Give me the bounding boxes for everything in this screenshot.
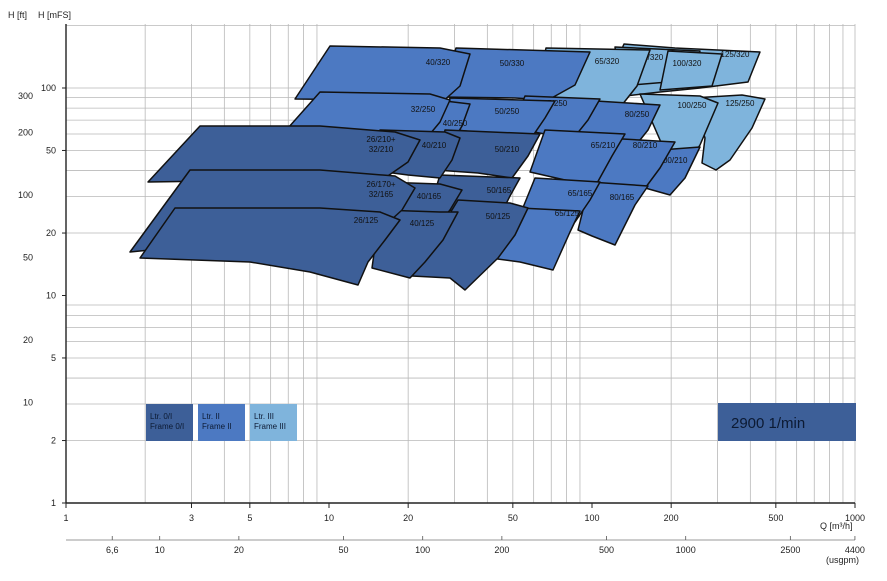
region-shape [577,181,649,246]
region-label: 32/165 [369,190,394,199]
y-tick-label-ft: 300 [18,91,33,101]
region-label: 40/210 [422,141,447,150]
region-100-320: 100/320 [659,50,723,91]
x-tick-label: 1 [63,513,68,523]
x-tick-label: 1000 [845,513,865,523]
speed-label: 2900 1/min [731,415,805,432]
y-tick-label-m: 1 [51,498,56,508]
region-label: 32/250 [411,105,436,114]
x-tick-label: 20 [403,513,413,523]
x-tick-label: 10 [324,513,334,523]
y-tick-label-ft: 200 [18,128,33,138]
region-label: 50/125 [486,212,511,221]
region-40-320: 40/320 [294,45,471,105]
region-label: 65/165 [568,189,593,198]
legend-swatch [198,404,245,441]
x2-tick-label: 1000 [676,545,696,555]
speed-box: 2900 1/min [718,403,856,441]
region-label: 50/250 [495,107,520,116]
axes: H [ft] H [mFS] Q [m³/h] (usgpm) 1 3 5 10 20 50 100… [8,10,865,565]
legend-line1: Ltr. 0/I [150,412,172,421]
legend-line1: Ltr. III [254,412,274,421]
region-label: 65/320 [595,57,620,66]
region-26-125: 26/125 [139,207,401,286]
x2-tick-label: 4400 [845,545,865,555]
x2-axis-title: (usgpm) [826,555,859,565]
region-shape [659,50,723,91]
region-80-165: 80/165 [577,181,649,246]
region-label: 80/165 [610,193,635,202]
y-tick-label-m: 20 [46,228,56,238]
x-axis-title: Q [m³/h] [820,521,853,531]
legend-swatch [146,404,193,441]
y-tick-label-ft: 100 [18,190,33,200]
y-tick-label-ft: 50 [23,253,33,263]
region-label: 32/210 [369,145,394,154]
pump-regions: 125/320 80/320 100/320 125/250 100/250 100/21… [129,43,766,291]
y-tick-label-m: 10 [46,291,56,301]
region-label: 80/320 [639,53,664,62]
region-label: 100/210 [659,156,688,165]
x-tick-label: 500 [768,513,783,523]
region-label: 80/250 [625,110,650,119]
x2-tick-label: 500 [599,545,614,555]
region-label: 40/125 [410,219,435,228]
x-tick-label: 200 [664,513,679,523]
speed-badge [718,403,856,441]
x2-tick-label: 20 [234,545,244,555]
y-tick-label-ft: 10 [23,398,33,408]
x-tick-label: 3 [189,513,194,523]
y-axis-title-ft: H [ft] [8,10,27,20]
region-label: 40/250 [443,119,468,128]
x-tick-label: 5 [247,513,252,523]
region-shape [139,207,401,286]
region-label: 26/125 [354,216,379,225]
y-tick-label-m: 50 [46,145,56,155]
legend-line2: Frame 0/I [150,422,184,431]
y-tick-label-m: 2 [51,436,56,446]
legend-line2: Frame III [254,422,286,431]
x-tick-label: 100 [584,513,599,523]
region-label: 125/320 [721,50,750,59]
legend-swatch [250,404,297,441]
x2-tick-label: 6,6 [106,545,119,555]
region-label: 65/210 [591,141,616,150]
x2-tick-label: 2500 [780,545,800,555]
region-label: 40/165 [417,192,442,201]
x-tick-label: 50 [508,513,518,523]
region-label: 26/170+ [366,180,395,189]
region-label: 65/125 [555,209,580,218]
legend-line1: Ltr. II [202,412,220,421]
region-label: 65/250 [543,99,568,108]
y-axis-title-m: H [mFS] [38,10,71,20]
y-tick-label-m: 5 [51,353,56,363]
y-tick-label-m: 100 [41,83,56,93]
x2-tick-label: 200 [494,545,509,555]
region-label: 100/320 [673,59,702,68]
region-shape [294,45,471,105]
region-label: 100/250 [678,101,707,110]
region-shape [411,199,529,291]
region-label: 26/210+ [366,135,395,144]
region-label: 40/320 [426,58,451,67]
y-tick-label-ft: 20 [23,335,33,345]
x2-tick-label: 50 [339,545,349,555]
region-label: 50/165 [487,186,512,195]
region-label: 125/250 [726,99,755,108]
x2-tick-label: 100 [415,545,430,555]
region-label: 80/210 [633,141,658,150]
legend-line2: Frame II [202,422,232,431]
region-50-125: 50/125 [411,199,529,291]
region-label: 50/330 [500,59,525,68]
x2-tick-label: 10 [155,545,165,555]
region-label: 50/210 [495,145,520,154]
